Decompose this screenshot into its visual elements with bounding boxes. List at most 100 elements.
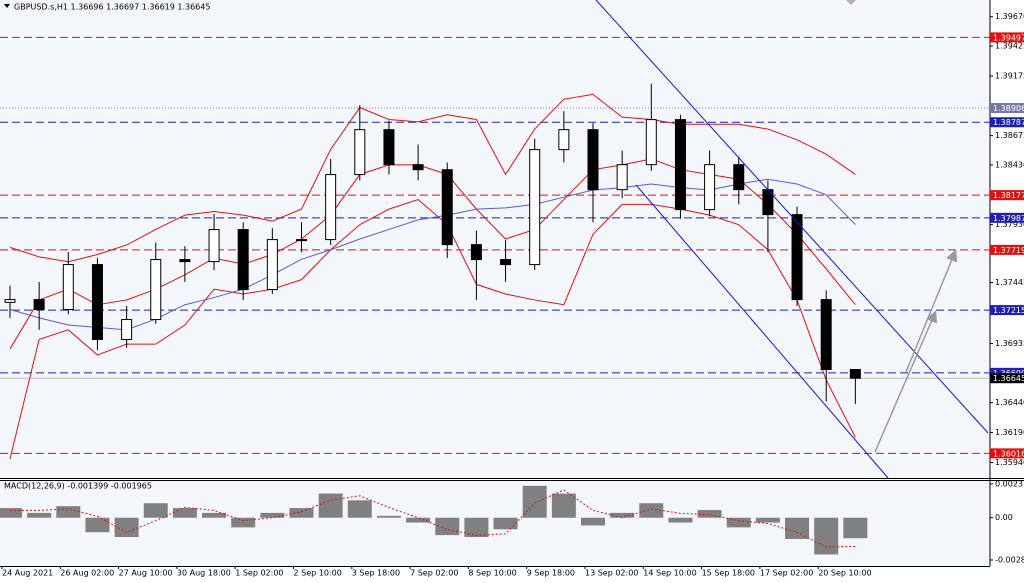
plot-background: [0, 0, 990, 478]
x-tick-label: 27 Aug 10:00: [119, 569, 173, 578]
level-label: 1.37987: [993, 214, 1024, 223]
candle-body: [208, 229, 220, 263]
x-tick-label: 14 Sep 10:00: [643, 569, 696, 578]
macd-bar: [85, 517, 110, 533]
x-tick-label: 30 Aug 18:00: [177, 569, 231, 578]
candle-body: [179, 259, 191, 263]
level-label: 1.37215: [993, 306, 1024, 315]
candle-body: [674, 119, 686, 211]
candle-body: [733, 164, 745, 191]
candle-body: [529, 149, 541, 266]
candle-body: [62, 264, 74, 311]
candle-body: [325, 174, 337, 241]
macd-bar: [755, 517, 780, 523]
macd-bar: [464, 517, 489, 538]
y-tick-label: 1.36190: [995, 428, 1024, 437]
level-label-box: [990, 212, 1024, 223]
macd-bar: [814, 517, 839, 555]
level-label: 1.38177: [993, 191, 1024, 200]
y-tick-label: 1.38675: [995, 131, 1024, 140]
y-tick-label: 1.37930: [995, 220, 1024, 229]
candle-body: [266, 239, 278, 291]
symbol-menu[interactable]: [4, 4, 10, 8]
level-label-box: [990, 117, 1024, 128]
candle-body: [791, 214, 803, 301]
channel-line: [595, 0, 989, 434]
candle-body: [645, 119, 657, 166]
level-label-box: [990, 367, 1024, 378]
y-tick-label: 1.35940: [995, 458, 1024, 467]
macd-bar: [697, 509, 722, 518]
macd-bar: [143, 503, 168, 518]
y-tick-label: 1.39425: [995, 42, 1024, 51]
y-tick-label: 1.38430: [995, 160, 1024, 169]
macd-bar: [318, 493, 343, 518]
macd-bar: [581, 517, 605, 526]
candle-body: [150, 259, 162, 321]
macd-bar: [493, 517, 518, 530]
level-label: 1.38787: [993, 118, 1024, 127]
macd-bar: [114, 517, 139, 538]
macd-bar: [610, 512, 635, 518]
candle-body: [383, 129, 395, 166]
macd-bar: [785, 517, 810, 539]
x-tick-label: 20 Sep 10:00: [818, 569, 871, 578]
macd-bar: [27, 512, 52, 518]
macd-bar: [551, 493, 576, 518]
candle-body: [91, 264, 103, 340]
candle-body: [412, 164, 424, 171]
candle-body: [296, 239, 307, 242]
x-tick-label: 3 Sep 18:00: [352, 569, 400, 578]
candle-body: [558, 129, 570, 151]
level-label: 1.38906: [993, 104, 1024, 113]
overlay-line: [9, 93, 856, 263]
macd-bar: [639, 503, 664, 518]
x-tick-label: 17 Sep 02:00: [760, 569, 813, 578]
level-label-box: [990, 448, 1024, 459]
level-label-box: [990, 373, 1024, 384]
candle-body: [237, 229, 249, 291]
channel-line: [635, 184, 889, 479]
x-tick-label: 26 Aug 02:00: [60, 569, 114, 578]
macd-bar: [172, 508, 197, 518]
macd-bar: [260, 512, 285, 518]
macd-bar: [56, 506, 81, 518]
y-tick-label: 1.39175: [995, 71, 1024, 80]
y-tick-label: 1.37445: [995, 278, 1024, 287]
macd-bar: [0, 508, 22, 518]
y-tick-label: 1.39670: [995, 12, 1024, 21]
projection-arrow: [905, 249, 958, 373]
level-label-box: [990, 305, 1024, 316]
macd-bar: [843, 517, 868, 539]
macd-y-tick-label: 0.00231: [995, 479, 1024, 488]
candle-body: [33, 299, 45, 311]
candle-body: [820, 299, 832, 370]
x-tick-label: 24 Aug 2021: [2, 569, 53, 578]
projection-arrow: [874, 310, 937, 453]
macd-bar: [726, 517, 751, 528]
candle-body: [354, 129, 366, 176]
macd-title: MACD(12,26,9) -0.001399 -0.001965: [4, 482, 152, 491]
x-tick-label: 2 Sep 10:00: [294, 569, 342, 578]
macd-bar: [435, 517, 460, 536]
level-label: 1.39497: [993, 33, 1024, 42]
macd-bar: [406, 517, 431, 523]
chart-title: GBPUSD.s,H1 1.36696 1.36697 1.36619 1.36…: [14, 3, 210, 12]
candle-body: [121, 319, 133, 340]
level-label: 1.37719: [993, 246, 1024, 255]
candle-body: [4, 299, 16, 303]
candle-body: [704, 164, 716, 211]
macd-bar: [668, 517, 693, 523]
y-tick-label: 1.36440: [995, 398, 1024, 407]
overlay-line: [9, 199, 856, 459]
macd-bar: [202, 512, 227, 518]
x-tick-label: 9 Sep 18:00: [527, 569, 575, 578]
macd-y-tick-label: 0.00: [995, 513, 1013, 522]
level-label-box: [990, 32, 1024, 43]
x-tick-label: 15 Sep 18:00: [702, 569, 755, 578]
shift-marker: [846, 0, 856, 5]
level-label: 1.36016: [993, 449, 1024, 458]
level-label-box: [990, 190, 1024, 201]
y-tick-label: 1.36935: [995, 339, 1024, 348]
